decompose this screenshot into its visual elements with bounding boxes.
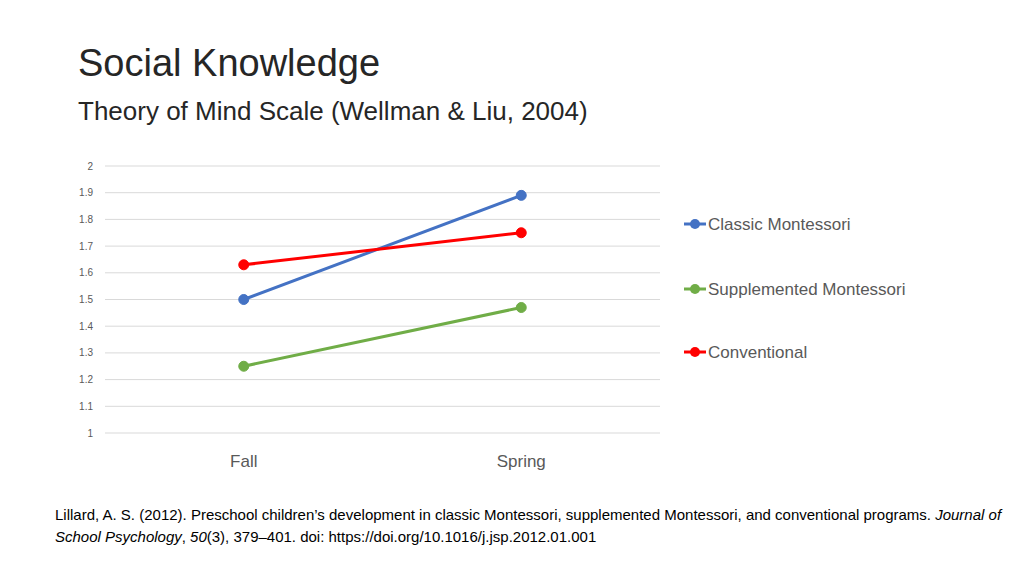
y-tick-label: 1.3 <box>79 347 93 358</box>
marker <box>239 260 249 270</box>
legend-label: Classic Montessori <box>708 215 851 234</box>
series-line <box>244 195 522 299</box>
grid-line <box>105 299 660 300</box>
y-tick-label: 1.5 <box>79 294 93 305</box>
grid-line <box>105 433 660 434</box>
y-tick-label: 1.7 <box>79 241 93 252</box>
y-tick-label: 1.4 <box>79 321 93 332</box>
y-tick-label: 1.1 <box>79 401 93 412</box>
legend-marker <box>690 219 700 229</box>
grid-line <box>105 166 660 167</box>
series-line <box>244 233 522 265</box>
grid-line <box>105 272 660 273</box>
x-tick-label: Spring <box>497 452 546 471</box>
source: Lillard, A. S. (2012). Preschool childre… <box>55 504 1020 548</box>
y-tick-label: 1.6 <box>79 267 93 278</box>
y-tick-label: 1.8 <box>79 214 93 225</box>
marker <box>516 228 526 238</box>
title: Social Knowledge <box>78 42 380 85</box>
grid-line <box>105 219 660 220</box>
legend-label: Conventional <box>708 343 807 362</box>
grid-line <box>105 192 660 193</box>
plot-area <box>239 190 527 371</box>
marker <box>516 190 526 200</box>
legend-label: Supplemented Montessori <box>708 280 906 299</box>
grid-line <box>105 379 660 380</box>
source-part: Lillard, A. S. (2012). Preschool childre… <box>55 506 935 523</box>
marker <box>239 295 249 305</box>
y-tick-label: 1.2 <box>79 374 93 385</box>
source-part: (3), 379–401. doi: https://doi.org/10.10… <box>207 528 596 545</box>
series-line <box>244 308 522 367</box>
grid-line <box>105 352 660 353</box>
marker <box>239 361 249 371</box>
grid-line <box>105 326 660 327</box>
chart: 1 1.1 1.2 1.3 1.4 1.5 1.6 1.7 1.8 1.9 2 Fall Spring C… <box>0 0 1024 576</box>
y-tick-label: 1 <box>87 428 93 439</box>
legend-marker <box>690 284 700 294</box>
legend-marker <box>690 347 700 357</box>
source-part: , <box>182 528 190 545</box>
source-part: 50 <box>190 528 207 545</box>
y-tick-label: 2 <box>87 161 93 172</box>
grid-line <box>105 406 660 407</box>
marker <box>516 303 526 313</box>
x-tick-label: Fall <box>230 452 257 471</box>
y-tick-label: 1.9 <box>79 187 93 198</box>
subtitle: Theory of Mind Scale (Wellman & Liu, 200… <box>78 96 588 127</box>
